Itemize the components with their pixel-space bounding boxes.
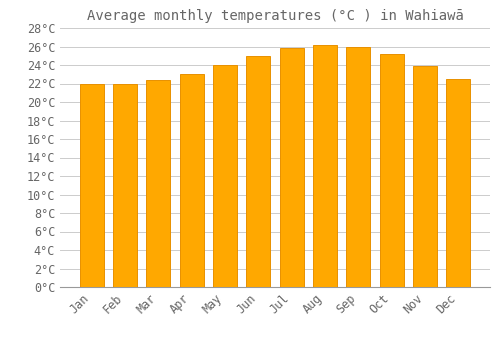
- Bar: [246, 56, 270, 287]
- Bar: [213, 65, 237, 287]
- Bar: [346, 47, 370, 287]
- Bar: [380, 54, 404, 287]
- Bar: [113, 84, 137, 287]
- Title: Average monthly temperatures (°C ) in Wahiawā: Average monthly temperatures (°C ) in Wa…: [86, 9, 464, 23]
- Bar: [80, 84, 104, 287]
- Bar: [280, 48, 303, 287]
- Bar: [313, 45, 337, 287]
- Bar: [446, 79, 470, 287]
- Bar: [146, 80, 171, 287]
- Bar: [413, 66, 437, 287]
- Bar: [180, 74, 204, 287]
